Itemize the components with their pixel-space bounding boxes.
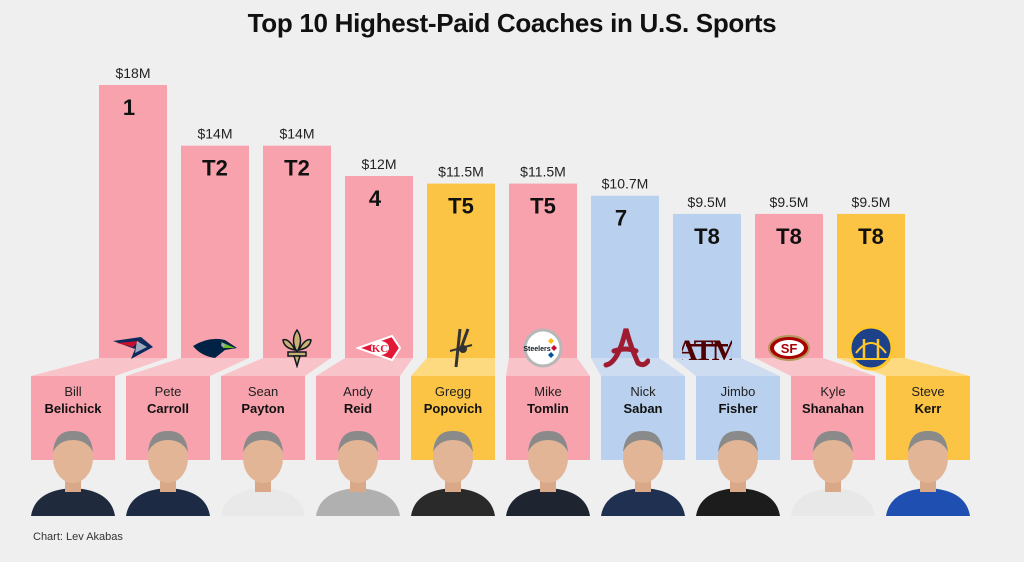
chart-credit: Chart: Lev Akabas [33,531,123,543]
rank-label: T5 [530,194,556,219]
rank-label: 1 [123,95,135,120]
value-label: $9.5M [688,194,727,210]
coach-name: Mike Tomlin [506,383,590,417]
coach-last-name: Carroll [147,401,189,416]
steelers-logo-icon: Steelers [513,326,573,370]
seahawks-logo-icon [185,326,245,370]
coach-first-name: Mike [534,384,562,399]
value-label: $12M [361,156,396,172]
value-label: $18M [115,65,150,81]
bar [427,183,495,358]
coach-photo [217,418,309,516]
coach-last-name: Popovich [423,401,483,416]
coach-first-name: Andy [343,384,373,399]
coach-name: Nick Saban [601,383,685,417]
bar-connector [316,358,413,376]
value-label: $9.5M [852,194,891,210]
coach-photo [692,418,784,516]
coach-first-name: Pete [154,384,182,399]
coach-last-name: Saban [623,401,663,416]
rank-label: T8 [776,224,802,249]
coach-last-name: Kerr [914,401,942,416]
rank-label: T5 [448,194,474,219]
value-label: $11.5M [520,164,566,180]
bar [345,176,413,358]
coach-name: Gregg Popovich [411,383,495,417]
coach-photo [27,418,119,516]
bar-connector [673,358,780,376]
bar [673,213,741,358]
chart-title: Top 10 Highest-Paid Coaches in U.S. Spor… [247,8,777,38]
bar-connector [506,358,590,376]
coach-photo [597,418,689,516]
coach-first-name: Kyle [820,384,846,399]
rank-label: 4 [369,186,382,211]
rank-label: T2 [284,156,310,181]
saints-fleur-de-lis-icon [267,326,327,370]
bar-connector [221,358,331,376]
rank-label: T2 [202,156,228,181]
coach-last-name: Tomlin [527,401,569,416]
coach-photo [882,418,974,516]
coach-name: Steve Kerr [886,383,970,417]
coach-first-name: Sean [247,384,279,399]
bar-connector [755,358,875,376]
svg-text:ATM: ATM [682,334,732,366]
coach-name: Andy Reid [316,383,400,417]
coach-name: Bill Belichick [31,383,115,417]
coach-first-name: Jimbo [720,384,756,399]
coach-name: Pete Carroll [126,383,210,417]
coach-photo [312,418,404,516]
warriors-logo-icon [841,325,901,371]
coach-name: Jimbo Fisher [696,383,780,417]
coach-last-name: Payton [241,401,285,416]
bar [181,145,249,358]
coach-first-name: Gregg [434,384,472,399]
coach-first-name: Nick [630,384,656,399]
coach-last-name: Shanahan [801,401,865,416]
value-label: $9.5M [770,194,809,210]
rank-label: 7 [615,206,627,231]
value-label: $14M [279,126,314,142]
rank-label: T8 [858,224,884,249]
coach-first-name: Bill [64,384,82,399]
bar [99,85,167,358]
49ers-logo-icon: SF [759,326,819,370]
alabama-script-a-icon [595,326,655,370]
coach-first-name: Steve [911,384,945,399]
patriots-logo-icon [103,326,163,370]
coach-last-name: Belichick [44,401,102,416]
spurs-logo-icon [431,326,491,370]
coach-last-name: Fisher [718,401,758,416]
value-label: $10.7M [602,176,649,192]
rank-label: T8 [694,224,720,249]
svg-text:SF: SF [781,341,798,356]
bar-connector [411,358,495,376]
value-label: $11.5M [438,164,484,180]
bar-connector [31,358,167,376]
bar [263,145,331,358]
coach-last-name: Reid [343,401,373,416]
coach-photo [122,418,214,516]
bar [755,213,823,358]
chiefs-arrowhead-icon: KC [349,326,409,370]
coach-name: Sean Payton [221,383,305,417]
texas-am-logo-icon: ATM [677,326,737,370]
coach-photo [787,418,879,516]
coach-photo [502,418,594,516]
bar-connector [126,358,249,376]
svg-text:KC: KC [372,343,389,355]
coach-photo [407,418,499,516]
value-label: $14M [197,126,232,142]
svg-text:Steelers: Steelers [523,346,550,353]
coach-name: Kyle Shanahan [791,383,875,417]
